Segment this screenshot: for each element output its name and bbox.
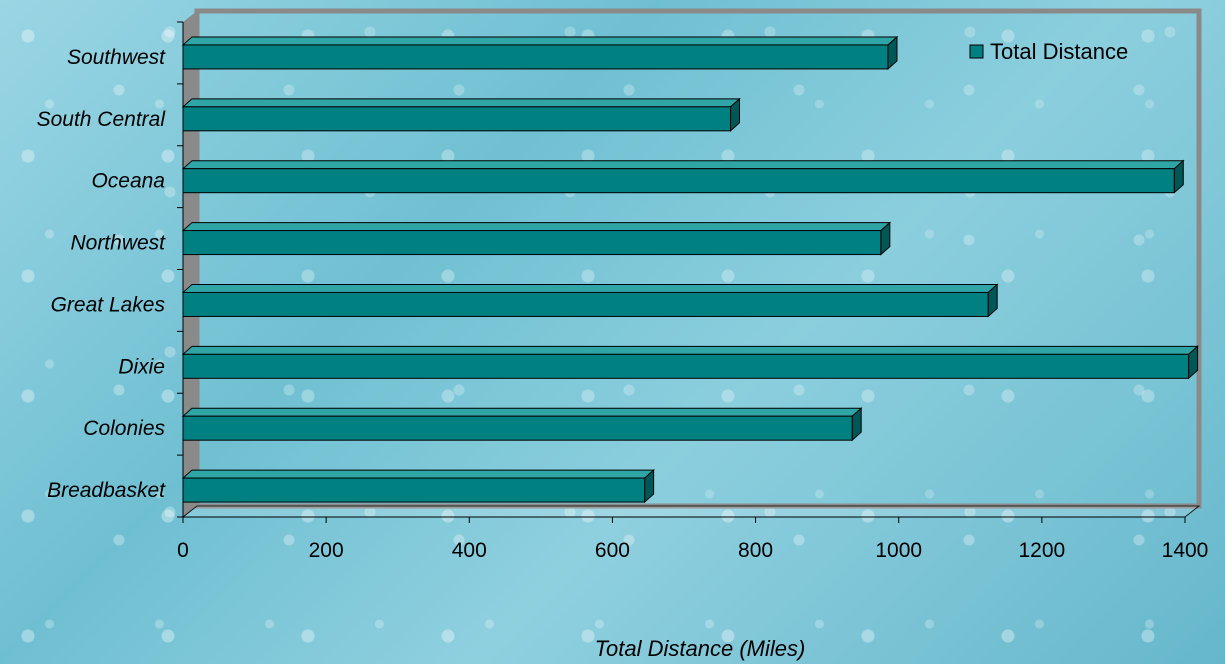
bar-top-face: [181, 36, 899, 46]
category-label: Southwest: [67, 46, 166, 69]
bar-front-face: [182, 291, 989, 317]
bar-front-face: [182, 106, 732, 132]
bar-top-face: [181, 222, 892, 232]
bar-northwest: [181, 221, 892, 256]
x-ticks-group: 0 200 400 600 800 1000 1200 1400: [177, 517, 1208, 562]
x-tick-label: 0: [177, 539, 189, 562]
category-label: Oceana: [91, 170, 165, 193]
x-tick-label: 800: [738, 539, 773, 562]
bar-top-face: [181, 345, 1199, 355]
x-tick-label: 1200: [1018, 539, 1065, 562]
bar-front-face: [182, 477, 646, 503]
category-label: South Central: [37, 108, 167, 131]
category-labels-group: Southwest South Central Oceana Northwest Gre…: [37, 46, 167, 502]
category-label: Dixie: [118, 355, 165, 378]
bar-top-face: [181, 160, 1185, 170]
category-label: Colonies: [83, 417, 165, 440]
bar-front-face: [182, 415, 853, 441]
bar-front-face: [182, 353, 1190, 379]
legend-swatch: [969, 44, 984, 59]
bars-group: [181, 35, 1199, 504]
bar-colonies: [181, 407, 863, 442]
bar-southwest: [181, 35, 899, 71]
legend: Total Distance: [969, 39, 1128, 64]
x-tick-label: 400: [452, 539, 487, 562]
floor: [181, 505, 1201, 518]
bar-great-lakes: [181, 283, 999, 318]
bar-oceana: [181, 159, 1185, 194]
bar-top-face: [181, 469, 655, 479]
x-tick-label: 1000: [875, 539, 922, 562]
bar-top-face: [181, 407, 863, 417]
bar-front-face: [182, 168, 1175, 194]
bar-top-face: [181, 98, 741, 108]
bar-front-face: [182, 230, 882, 256]
bar-top-face: [181, 283, 999, 293]
bar-south-central: [181, 97, 741, 132]
x-tick-label: 1400: [1162, 539, 1209, 562]
bar-dixie: [181, 345, 1199, 380]
x-axis-title: Total Distance (Miles): [595, 636, 806, 661]
x-tick-label: 600: [595, 539, 630, 562]
category-label: Northwest: [70, 232, 166, 255]
category-label: Great Lakes: [51, 293, 166, 316]
side-wall: [183, 11, 197, 517]
bar-breadbasket: [181, 468, 655, 504]
x-tick-label: 200: [309, 539, 344, 562]
plot-walls: [177, 8, 1202, 518]
bar-front-face: [182, 44, 889, 70]
legend-label: Total Distance: [990, 39, 1128, 64]
category-label: Breadbasket: [47, 479, 166, 502]
